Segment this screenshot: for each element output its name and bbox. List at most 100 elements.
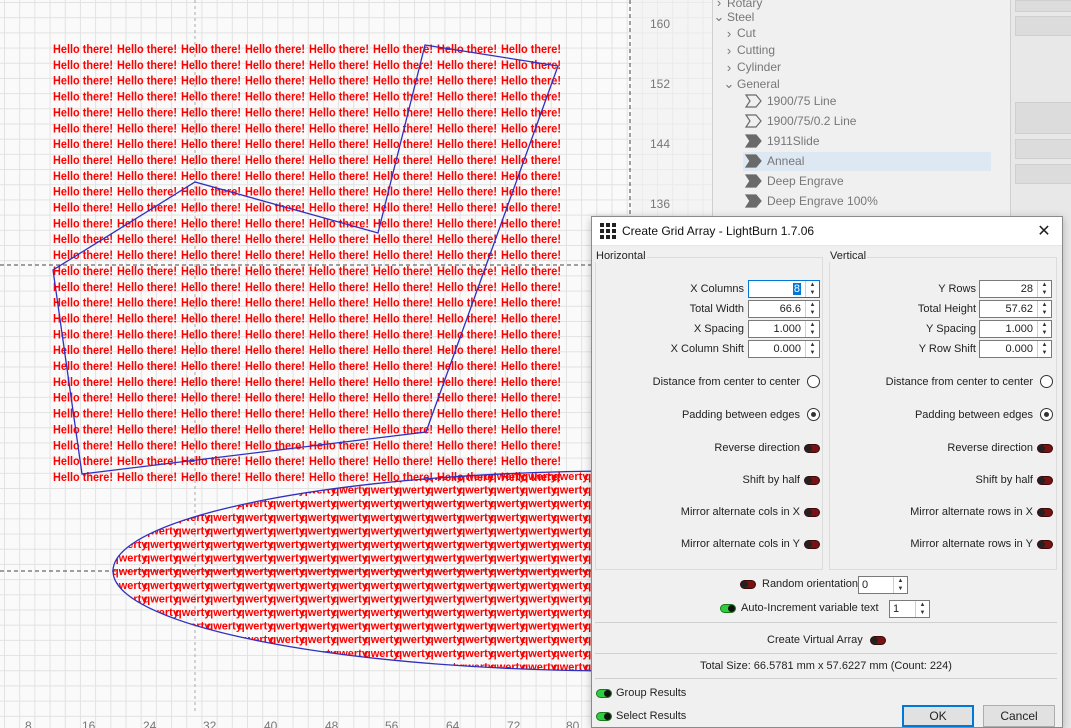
array-text-item: Hello there! bbox=[501, 438, 561, 452]
y-rows-input[interactable]: 28 ▲ ▼ bbox=[979, 280, 1052, 298]
h-reverse-toggle[interactable] bbox=[804, 444, 820, 453]
ok-button[interactable]: OK bbox=[902, 705, 974, 727]
array-text-item: qwerty bbox=[207, 621, 243, 633]
array-text-item: qwerty bbox=[175, 539, 211, 551]
library-item[interactable]: Anneal bbox=[743, 151, 991, 171]
auto-increment-input[interactable]: 1 ▲ ▼ bbox=[889, 600, 930, 618]
array-text-item: Hello there! bbox=[117, 438, 177, 452]
array-text-item: Hello there! bbox=[373, 232, 433, 246]
array-text-item: Hello there! bbox=[245, 470, 305, 484]
spin-arrows[interactable]: ▲ ▼ bbox=[805, 281, 819, 297]
library-item[interactable]: 1911Slide bbox=[743, 132, 991, 151]
chevron-right-icon[interactable]: › bbox=[726, 59, 732, 75]
cancel-button[interactable]: Cancel bbox=[983, 705, 1055, 727]
array-text-item: Hello there! bbox=[117, 105, 177, 119]
library-item[interactable]: › Cut bbox=[723, 24, 1001, 43]
array-text-item: Hello there! bbox=[309, 185, 369, 199]
array-text-item: Hello there! bbox=[181, 90, 241, 104]
spin-arrows[interactable]: ▲ ▼ bbox=[1037, 341, 1051, 357]
v-distance-radio[interactable] bbox=[1040, 375, 1053, 388]
chevron-right-icon[interactable]: › bbox=[726, 42, 732, 58]
mirror-cols-x-toggle[interactable] bbox=[804, 508, 820, 517]
array-text-item: Hello there! bbox=[373, 105, 433, 119]
library-item[interactable]: ⌄ Steel bbox=[713, 7, 991, 26]
side-panel-button[interactable] bbox=[1015, 0, 1071, 12]
array-text-item: Hello there! bbox=[245, 422, 305, 436]
library-item[interactable]: 1900/75/0.2 Line bbox=[743, 112, 991, 131]
auto-increment-toggle[interactable] bbox=[720, 604, 736, 613]
v-shift-half-toggle[interactable] bbox=[1037, 476, 1053, 485]
array-text-item: Hello there! bbox=[117, 74, 177, 88]
array-text-item: qwerty bbox=[459, 512, 495, 524]
ruler-label: 8 bbox=[25, 719, 32, 728]
h-distance-radio[interactable] bbox=[807, 375, 820, 388]
spin-arrows[interactable]: ▲ ▼ bbox=[893, 577, 907, 593]
array-text-item: Hello there! bbox=[53, 169, 113, 183]
array-text-item: qwerty bbox=[144, 566, 180, 578]
spin-arrows[interactable]: ▲ ▼ bbox=[1037, 301, 1051, 317]
spin-arrows[interactable]: ▲ ▼ bbox=[805, 341, 819, 357]
array-text-item: qwerty bbox=[490, 621, 526, 633]
side-panel-button[interactable] bbox=[1015, 139, 1071, 159]
side-panel-button[interactable] bbox=[1015, 16, 1071, 36]
spin-arrows[interactable]: ▲ ▼ bbox=[1037, 321, 1051, 337]
chevron-down-icon[interactable]: ⌄ bbox=[713, 8, 725, 24]
x-column-shift-input[interactable]: 0.000 ▲ ▼ bbox=[748, 340, 820, 358]
total-height-input[interactable]: 57.62 ▲ ▼ bbox=[979, 300, 1052, 318]
x-spacing-input[interactable]: 1.000 ▲ ▼ bbox=[748, 320, 820, 338]
spin-arrows[interactable]: ▲ ▼ bbox=[805, 321, 819, 337]
library-item-label: 1900/75 Line bbox=[767, 94, 837, 108]
select-results-toggle[interactable] bbox=[596, 712, 612, 721]
v-padding-radio[interactable] bbox=[1040, 408, 1053, 421]
array-text-item: Hello there! bbox=[53, 185, 113, 199]
array-text-item: qwerty bbox=[427, 553, 463, 565]
total-width-input[interactable]: 66.6 ▲ ▼ bbox=[748, 300, 820, 318]
array-text-item: qwerty bbox=[207, 539, 243, 551]
array-text-item: Hello there! bbox=[53, 121, 113, 135]
h-padding-radio[interactable] bbox=[807, 408, 820, 421]
array-text-item: Hello there! bbox=[501, 105, 561, 119]
array-text-item: qwerty bbox=[490, 525, 526, 537]
library-item[interactable]: › Rotary bbox=[713, 0, 991, 12]
dialog-titlebar[interactable]: Create Grid Array - LightBurn 1.7.06 ✕ bbox=[592, 217, 1062, 246]
array-text-item: qwerty bbox=[396, 566, 432, 578]
array-text-item: Hello there! bbox=[117, 216, 177, 230]
library-item[interactable]: 1900/75 Line bbox=[743, 92, 991, 111]
virtual-array-toggle[interactable] bbox=[870, 636, 886, 645]
spin-arrows[interactable]: ▲ ▼ bbox=[805, 301, 819, 317]
x-columns-input[interactable]: 8 ▲ ▼ bbox=[748, 280, 820, 298]
spin-arrows[interactable]: ▲ ▼ bbox=[1037, 281, 1051, 297]
library-item[interactable]: Deep Engrave 100% bbox=[743, 192, 991, 211]
library-item[interactable]: › Cutting bbox=[723, 41, 1001, 60]
group-results-toggle[interactable] bbox=[596, 689, 612, 698]
y-spacing-input[interactable]: 1.000 ▲ ▼ bbox=[979, 320, 1052, 338]
chevron-right-icon[interactable]: › bbox=[716, 0, 722, 10]
array-text-item: qwerty bbox=[144, 593, 180, 605]
library-item[interactable]: Deep Engrave bbox=[743, 172, 991, 191]
chevron-right-icon[interactable]: › bbox=[726, 25, 732, 41]
side-panel-button[interactable] bbox=[1015, 102, 1071, 134]
array-text-item: Hello there! bbox=[501, 359, 561, 373]
array-text-item: Hello there! bbox=[501, 153, 561, 167]
vertical-group-title: Vertical bbox=[829, 250, 868, 262]
horizontal-group bbox=[595, 257, 823, 570]
mirror-rows-y-toggle[interactable] bbox=[1037, 540, 1053, 549]
library-item[interactable]: › Cylinder bbox=[723, 58, 1001, 77]
mirror-cols-y-toggle[interactable] bbox=[804, 540, 820, 549]
y-row-shift-input[interactable]: 0.000 ▲ ▼ bbox=[979, 340, 1052, 358]
library-item[interactable]: ⌄ General bbox=[723, 75, 1001, 94]
array-text-item: Hello there! bbox=[373, 407, 433, 421]
spin-arrows[interactable]: ▲ ▼ bbox=[915, 601, 929, 617]
material-library-tree[interactable]: › Rotary ⌄ Steel › Cut › Cutting › Cylinder ⌄ Gener… bbox=[712, 0, 1010, 216]
array-text-item: qwerty bbox=[522, 485, 558, 497]
side-panel-button[interactable] bbox=[1015, 164, 1071, 184]
chevron-down-icon[interactable]: ⌄ bbox=[723, 76, 735, 92]
close-icon[interactable]: ✕ bbox=[1037, 223, 1051, 240]
v-reverse-toggle[interactable] bbox=[1037, 444, 1053, 453]
array-text-item: Hello there! bbox=[245, 296, 305, 310]
auto-increment-label: Auto-Increment variable text bbox=[741, 602, 879, 614]
h-shift-half-toggle[interactable] bbox=[804, 476, 820, 485]
mirror-rows-x-toggle[interactable] bbox=[1037, 508, 1053, 517]
random-orientation-input[interactable]: 0 ▲ ▼ bbox=[858, 576, 908, 594]
random-orientation-toggle[interactable] bbox=[740, 580, 756, 589]
